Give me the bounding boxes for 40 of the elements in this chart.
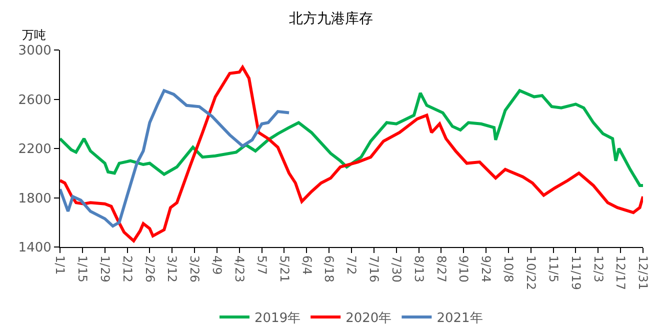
y-tick-label: 3000 xyxy=(18,44,52,59)
line-series xyxy=(60,89,291,228)
x-tick-label: 12/17 xyxy=(614,255,628,290)
x-tick-label: 11/19 xyxy=(568,255,583,290)
x-tick-label: 10/8 xyxy=(502,255,516,282)
legend-label: 2019年 xyxy=(254,311,301,326)
legend-label: 2021年 xyxy=(436,311,483,326)
y-tick-label: 2200 xyxy=(18,142,52,158)
x-tick-label: 1/29 xyxy=(98,255,112,282)
x-tick-label: 11/5 xyxy=(546,255,560,282)
x-tick-label: 10/22 xyxy=(524,255,538,290)
x-tick-label: 6/4 xyxy=(300,255,314,275)
x-tick-label: 6/18 xyxy=(322,255,336,282)
x-tick-label: 1/15 xyxy=(76,255,90,282)
y-axis-title: 万吨 xyxy=(22,28,46,42)
x-tick-label: 7/30 xyxy=(389,255,404,282)
x-tick-label: 4/23 xyxy=(232,255,246,282)
x-tick-label: 2/26 xyxy=(142,255,157,282)
x-tick-label: 8/27 xyxy=(434,255,448,282)
x-tick-label: 3/12 xyxy=(165,255,180,282)
x-tick-label: 1/1 xyxy=(53,255,68,275)
y-tick-label: 1800 xyxy=(18,191,52,206)
x-tick-label: 5/21 xyxy=(277,255,292,282)
x-tick-label: 12/3 xyxy=(591,255,606,282)
x-tick-label: 9/24 xyxy=(479,255,494,282)
y-tick-label: 2600 xyxy=(18,92,52,108)
line-series xyxy=(60,89,643,187)
x-tick-label: 3/26 xyxy=(188,255,202,282)
x-tick-label: 7/16 xyxy=(367,255,382,282)
x-tick-label: 5/7 xyxy=(254,255,269,275)
x-tick-label: 4/9 xyxy=(210,255,224,275)
legend-label: 2020年 xyxy=(346,311,392,326)
x-tick-label: 8/13 xyxy=(412,255,426,282)
x-tick-label: 12/31 xyxy=(636,255,650,290)
y-tick-label: 1400 xyxy=(18,240,52,256)
x-tick-label: 9/10 xyxy=(456,255,471,282)
x-tick-label: 7/2 xyxy=(344,255,359,275)
chart-title: 北方九港库存 xyxy=(289,11,373,28)
line-series xyxy=(60,66,643,242)
x-tick-label: 2/12 xyxy=(120,255,134,282)
